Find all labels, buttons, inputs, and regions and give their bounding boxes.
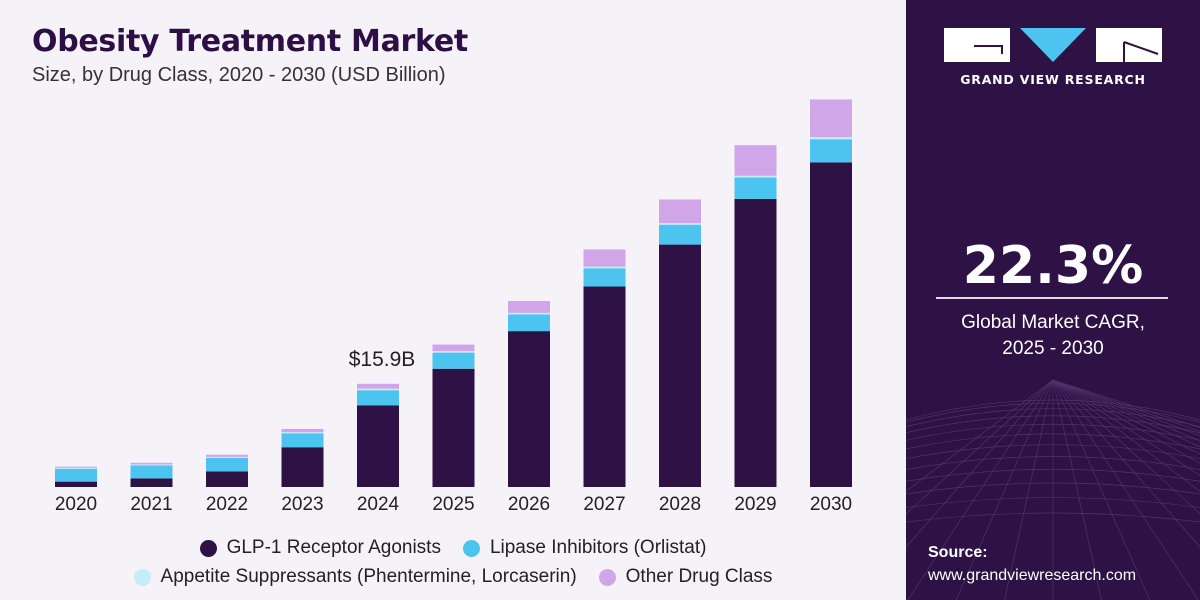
bar-2022-other-drug-class <box>206 454 248 457</box>
bar-2020-appetite-suppressants-phentermine-lorcaserin <box>55 467 97 469</box>
bar-group-2029 <box>734 145 777 487</box>
cagr-divider <box>936 297 1168 299</box>
bar-2030-glp-1-receptor-agonists <box>810 162 852 487</box>
bar-2021-other-drug-class <box>130 462 173 465</box>
bar-2028-other-drug-class <box>659 199 701 224</box>
source-link[interactable]: www.grandviewresearch.com <box>928 567 1137 584</box>
bar-group-2030 <box>810 99 852 487</box>
chart-title: Obesity Treatment Market <box>32 24 468 59</box>
bar-2020-other-drug-class <box>55 466 97 468</box>
x-tick-label-2024: 2024 <box>357 494 400 515</box>
x-tick-label-2020: 2020 <box>55 494 97 515</box>
bar-2023-other-drug-class <box>281 428 324 433</box>
legend-item-other: Other Drug Class <box>598 566 773 588</box>
legend-label-glp1: GLP-1 Receptor Agonists <box>226 537 441 558</box>
bar-group-2022 <box>206 454 248 487</box>
bar-2027-other-drug-class <box>583 249 626 267</box>
bar-2028-lipase-inhibitors-orlistat <box>659 224 701 245</box>
bar-2020-glp-1-receptor-agonists <box>55 481 97 487</box>
bar-2021-glp-1-receptor-agonists <box>130 478 173 487</box>
x-tick-label-2025: 2025 <box>432 494 474 515</box>
bar-group-2027 <box>583 249 626 487</box>
legend-swatch-other <box>598 568 616 586</box>
chart-subtitle: Size, by Drug Class, 2020 - 2030 (USD Bi… <box>32 64 446 86</box>
bar-group-2026 <box>508 301 550 487</box>
bar-2021-lipase-inhibitors-orlistat <box>130 465 173 479</box>
bar-2024-appetite-suppressants-phentermine-lorcaserin <box>357 388 399 391</box>
cagr-value: 22.3% <box>962 236 1144 296</box>
cagr-label: Global Market CAGR, 2025 - 2030 <box>906 310 1200 362</box>
bar-group-2025 <box>432 344 475 487</box>
source-label: Source: <box>928 544 988 561</box>
bar-2027-lipase-inhibitors-orlistat <box>583 268 626 287</box>
legend-item-glp1: GLP-1 Receptor Agonists <box>199 537 441 559</box>
bar-2029-lipase-inhibitors-orlistat <box>734 177 777 199</box>
bar-2030-lipase-inhibitors-orlistat <box>810 139 852 163</box>
bar-2023-glp-1-receptor-agonists <box>281 447 324 487</box>
bar-2025-glp-1-receptor-agonists <box>432 368 475 487</box>
bar-group-2023 <box>281 428 324 487</box>
bar-2022-glp-1-receptor-agonists <box>206 471 248 487</box>
x-tick-label-2023: 2023 <box>281 494 323 515</box>
bar-group-2020 <box>55 466 97 487</box>
bar-group-2021 <box>130 462 173 487</box>
legend-label-other: Other Drug Class <box>625 566 773 587</box>
bar-2020-lipase-inhibitors-orlistat <box>55 468 97 482</box>
legend-label-appetite: Appetite Suppressants (Phentermine, Lorc… <box>160 566 577 587</box>
x-tick-label-2030: 2030 <box>810 494 852 515</box>
legend-row-2: Appetite Suppressants (Phentermine, Lorc… <box>0 566 906 588</box>
x-tick-label-2027: 2027 <box>583 494 625 515</box>
bar-2025-appetite-suppressants-phentermine-lorcaserin <box>432 351 475 353</box>
bar-2023-lipase-inhibitors-orlistat <box>281 433 324 448</box>
bar-group-2028 <box>659 199 701 487</box>
bar-2024-glp-1-receptor-agonists <box>357 405 399 487</box>
x-tick-label-2028: 2028 <box>659 494 701 515</box>
gvr-logo-mark <box>944 28 1162 62</box>
bar-2026-other-drug-class <box>508 301 550 313</box>
x-tick-label-2029: 2029 <box>734 494 776 515</box>
bar-group-2024 <box>357 383 399 487</box>
data-label-2024: $15.9B <box>349 348 416 371</box>
grid-lines <box>906 379 1200 600</box>
legend-row-1: GLP-1 Receptor Agonists Lipase Inhibitor… <box>0 537 906 559</box>
bar-2027-appetite-suppressants-phentermine-lorcaserin <box>583 266 626 269</box>
bar-2029-appetite-suppressants-phentermine-lorcaserin <box>734 175 777 178</box>
legend-item-appetite: Appetite Suppressants (Phentermine, Lorc… <box>133 566 577 588</box>
legend-swatch-appetite <box>133 568 151 586</box>
bar-2029-glp-1-receptor-agonists <box>734 198 777 487</box>
bar-2026-appetite-suppressants-phentermine-lorcaserin <box>508 312 550 315</box>
x-tick-label-2021: 2021 <box>130 494 172 515</box>
gvr-logo: GRAND VIEW RESEARCH <box>944 24 1162 87</box>
bar-2028-glp-1-receptor-agonists <box>659 244 701 487</box>
bar-2030-other-drug-class <box>810 99 852 138</box>
cagr-label-line-2: 2025 - 2030 <box>1002 338 1104 359</box>
brand-name: GRAND VIEW RESEARCH <box>960 72 1146 87</box>
legend-swatch-glp1 <box>199 539 217 557</box>
bar-2024-lipase-inhibitors-orlistat <box>357 390 399 406</box>
x-tick-label-2022: 2022 <box>206 494 248 515</box>
bar-2025-other-drug-class <box>432 344 475 352</box>
bar-2029-other-drug-class <box>734 145 777 176</box>
bar-2023-appetite-suppressants-phentermine-lorcaserin <box>281 432 324 434</box>
bar-2026-glp-1-receptor-agonists <box>508 331 550 487</box>
bar-2027-glp-1-receptor-agonists <box>583 286 626 487</box>
wireframe-grid-decoration <box>906 379 1200 600</box>
bar-2024-other-drug-class <box>357 383 399 389</box>
bar-2022-lipase-inhibitors-orlistat <box>206 457 248 472</box>
bar-2025-lipase-inhibitors-orlistat <box>432 352 475 369</box>
cagr-label-line-1: Global Market CAGR, <box>961 312 1145 333</box>
chart-area: Obesity Treatment Market Size, by Drug C… <box>0 0 906 600</box>
bar-2026-lipase-inhibitors-orlistat <box>508 314 550 332</box>
bar-2021-appetite-suppressants-phentermine-lorcaserin <box>130 464 173 466</box>
brand-panel: GRAND VIEW RESEARCH 22.3% Global Market … <box>906 0 1200 600</box>
bar-2028-appetite-suppressants-phentermine-lorcaserin <box>659 223 701 225</box>
bar-2022-appetite-suppressants-phentermine-lorcaserin <box>206 456 248 458</box>
legend-item-lipase: Lipase Inhibitors (Orlistat) <box>462 537 707 559</box>
bar-2030-appetite-suppressants-phentermine-lorcaserin <box>810 137 852 140</box>
legend-swatch-lipase <box>462 539 480 557</box>
bar-chart: 2020 2021 2022 2023 2024 $15.9B 2025 2026 2027 20… <box>55 99 852 515</box>
x-tick-label-2026: 2026 <box>508 494 550 515</box>
legend-label-lipase: Lipase Inhibitors (Orlistat) <box>489 537 707 558</box>
